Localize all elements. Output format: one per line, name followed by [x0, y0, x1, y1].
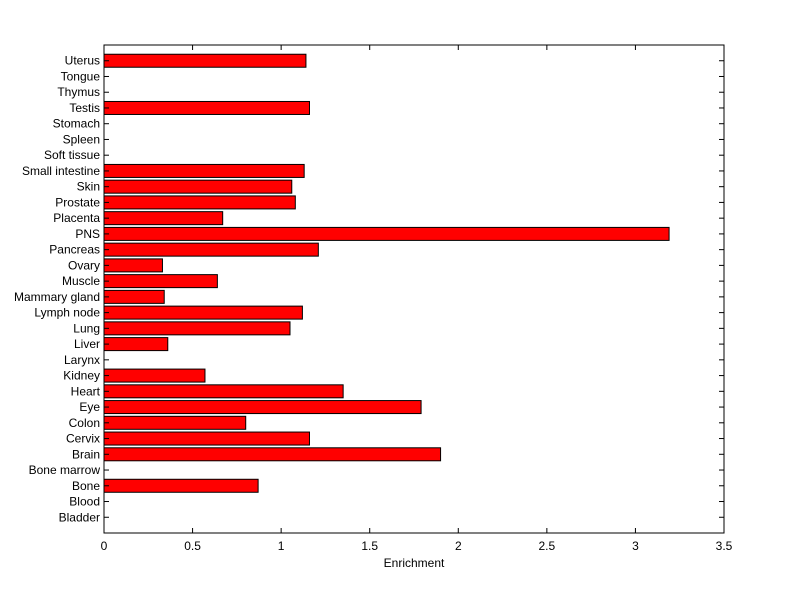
y-tick-label: Muscle	[62, 274, 100, 288]
y-tick-label: Testis	[69, 101, 100, 115]
y-tick-label: Ovary	[68, 258, 100, 272]
bar-prostate	[103, 195, 296, 210]
y-tick-label: Spleen	[63, 132, 100, 146]
bar-testis	[103, 100, 310, 115]
x-axis-label: Enrichment	[384, 556, 445, 570]
bar-bone	[103, 478, 259, 493]
x-tick-label: 2	[455, 539, 462, 553]
y-tick-label: Bone marrow	[29, 463, 101, 477]
x-tick-label: 0.5	[184, 539, 201, 553]
bar-muscle	[103, 274, 218, 289]
y-tick-label: Bone	[72, 479, 100, 493]
y-tick-label: Cervix	[66, 432, 100, 446]
bars-layer	[103, 53, 670, 493]
bar-mammary-gland	[103, 289, 165, 304]
x-tick-label: 3	[632, 539, 639, 553]
y-tick-label: Skin	[77, 180, 100, 194]
bar-uterus	[103, 53, 307, 68]
bar-skin	[103, 179, 293, 194]
bar-colon	[103, 415, 247, 430]
x-tick-label: 0	[101, 539, 108, 553]
y-tick-label: Brain	[72, 447, 100, 461]
y-tick-label: Soft tissue	[44, 148, 100, 162]
bar-eye	[103, 400, 422, 415]
bar-pns	[103, 226, 670, 241]
y-tick-label: PNS	[75, 227, 100, 241]
bar-small-intestine	[103, 163, 305, 178]
bar-lymph-node	[103, 305, 303, 320]
y-tick-label: Uterus	[65, 54, 100, 68]
y-tick-label: Lung	[73, 321, 100, 335]
y-tick-label: Thymus	[57, 85, 100, 99]
bar-ovary	[103, 258, 163, 273]
y-tick-label: Tongue	[61, 69, 101, 83]
x-tick-label: 1	[278, 539, 285, 553]
ticks-layer	[103, 45, 725, 533]
y-tick-label: Liver	[74, 337, 100, 351]
y-tick-label: Prostate	[55, 195, 100, 209]
y-tick-label: Placenta	[53, 211, 100, 225]
y-tick-label: Colon	[69, 416, 100, 430]
y-tick-label: Small intestine	[22, 164, 100, 178]
y-tick-label: Larynx	[64, 353, 100, 367]
x-tick-label: 2.5	[539, 539, 556, 553]
bar-placenta	[103, 211, 224, 226]
y-tick-label: Pancreas	[49, 243, 100, 257]
y-tick-label: Mammary gland	[14, 290, 100, 304]
y-tick-label: Blood	[69, 495, 100, 509]
bar-cervix	[103, 431, 310, 446]
bar-liver	[103, 337, 169, 352]
x-tick-label: 3.5	[716, 539, 733, 553]
x-tick-label: 1.5	[361, 539, 378, 553]
y-tick-label: Stomach	[53, 117, 100, 131]
y-tick-label: Heart	[71, 384, 101, 398]
bar-brain	[103, 447, 442, 462]
bar-kidney	[103, 368, 206, 383]
bar-lung	[103, 321, 291, 336]
y-tick-label: Lymph node	[34, 306, 100, 320]
y-tick-label: Bladder	[59, 510, 100, 524]
plot-area-frame	[103, 44, 725, 534]
y-tick-label: Eye	[79, 400, 100, 414]
y-tick-label: Kidney	[63, 369, 100, 383]
bar-pancreas	[103, 242, 319, 257]
bar-heart	[103, 384, 344, 399]
